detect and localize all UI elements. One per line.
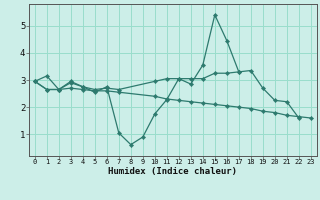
X-axis label: Humidex (Indice chaleur): Humidex (Indice chaleur) (108, 167, 237, 176)
